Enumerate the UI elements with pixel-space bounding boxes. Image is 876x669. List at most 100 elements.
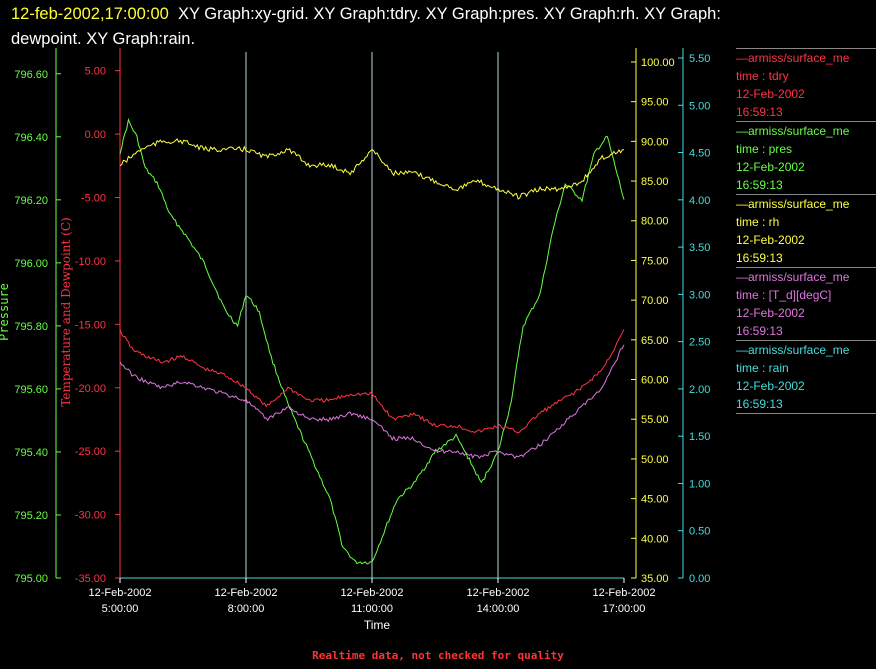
legend-separator xyxy=(736,413,876,414)
legend-separator xyxy=(736,121,876,122)
temperature-tick-label: -25.00 xyxy=(75,446,106,458)
series-line-temperature xyxy=(119,329,625,434)
rain-tick-label: 3.00 xyxy=(689,289,710,301)
legend-source: —armiss/surface_me xyxy=(736,270,850,284)
x-tick-date: 12-Feb-2002 xyxy=(341,587,404,599)
legend-time: 16:59:13 xyxy=(736,105,783,119)
rh-tick-label: 45.00 xyxy=(641,494,669,506)
rain-tick-label: 4.00 xyxy=(689,195,710,207)
pressure-tick-label: 795.00 xyxy=(14,573,48,585)
rh-tick-label: 60.00 xyxy=(641,375,669,387)
pressure-tick-label: 796.40 xyxy=(14,132,48,144)
temperature-tick-label: -15.00 xyxy=(75,319,106,331)
header: 12-feb-2002,17:00:00 XY Graph:xy-grid. X… xyxy=(11,2,871,52)
legend-source: —armiss/surface_me xyxy=(736,197,850,211)
rh-tick-label: 50.00 xyxy=(641,454,669,466)
rain-tick-label: 0.50 xyxy=(689,526,710,538)
rh-tick-label: 65.00 xyxy=(641,335,669,347)
legend-time: 16:59:13 xyxy=(736,324,783,338)
temperature-tick-label: -10.00 xyxy=(75,256,106,268)
rh-tick-label: 80.00 xyxy=(641,216,669,228)
x-axis-label: Time xyxy=(364,618,391,632)
series-line-rh xyxy=(119,138,625,200)
x-tick-time: 14:00:00 xyxy=(477,603,520,615)
legend-date: 12-Feb-2002 xyxy=(736,87,805,101)
legend-date: 12-Feb-2002 xyxy=(736,379,805,393)
rain-tick-label: 2.50 xyxy=(689,337,710,349)
temperature-tick-label: -30.00 xyxy=(75,510,106,522)
legend-date: 12-Feb-2002 xyxy=(736,306,805,320)
legend-time: 16:59:13 xyxy=(736,178,783,192)
x-tick-time: 17:00:00 xyxy=(603,603,646,615)
header-timestamp: 12-feb-2002,17:00:00 xyxy=(11,5,169,23)
pressure-tick-label: 795.60 xyxy=(14,384,48,396)
legend-time: 16:59:13 xyxy=(736,251,783,265)
legend-field: time : rain xyxy=(736,361,789,375)
legend-time: 16:59:13 xyxy=(736,397,783,411)
legend-date: 12-Feb-2002 xyxy=(736,160,805,174)
rain-tick-label: 3.50 xyxy=(689,242,710,254)
x-tick-time: 11:00:00 xyxy=(351,603,393,615)
rh-tick-label: 100.00 xyxy=(641,57,675,69)
footer-note: Realtime data, not checked for quality xyxy=(312,649,564,662)
legend-source: —armiss/surface_me xyxy=(736,51,850,65)
x-tick-date: 12-Feb-2002 xyxy=(467,587,530,599)
temperature-tick-label: 0.00 xyxy=(85,129,106,141)
pressure-axis-label: Pressure xyxy=(0,283,11,341)
legend-field: time : [T_d][degC] xyxy=(736,288,832,302)
rain-tick-label: 5.00 xyxy=(689,100,710,112)
x-tick-time: 5:00:00 xyxy=(102,603,139,615)
rh-tick-label: 85.00 xyxy=(641,176,669,188)
chart-axes: 796.60 796.40 796.20 796.00 795.80 795.60 795.… xyxy=(14,48,710,585)
legend-field: time : pres xyxy=(736,142,793,156)
x-tick-date: 12-Feb-2002 xyxy=(215,587,278,599)
rh-tick-label: 35.00 xyxy=(641,573,669,585)
series-line-pressure xyxy=(119,117,625,565)
x-axis: 12-Feb-2002 5:00:00 12-Feb-2002 8:00:00 12-F… xyxy=(89,578,656,615)
rain-tick-label: 0.00 xyxy=(689,573,710,585)
header-graphs-line1: XY Graph:xy-grid. XY Graph:tdry. XY Grap… xyxy=(177,5,721,23)
temperature-axis-label: Temperature and Dewpoint (C) xyxy=(59,217,73,406)
legend-separator xyxy=(736,340,876,341)
rain-tick-label: 5.50 xyxy=(689,53,710,65)
rain-tick-label: 2.00 xyxy=(689,384,710,396)
rh-tick-label: 70.00 xyxy=(641,295,669,307)
x-tick-date: 12-Feb-2002 xyxy=(593,587,656,599)
pressure-tick-label: 795.80 xyxy=(14,321,48,333)
series-line-temperature xyxy=(119,344,625,459)
legend-source: —armiss/surface_me xyxy=(736,124,850,138)
legend-field: time : tdry xyxy=(736,69,789,83)
pressure-tick-label: 796.00 xyxy=(14,258,48,270)
rain-tick-label: 1.50 xyxy=(689,431,710,443)
legend-date: 12-Feb-2002 xyxy=(736,233,805,247)
temperature-tick-label: -35.00 xyxy=(75,573,106,585)
legend-separator xyxy=(736,48,876,49)
pressure-tick-label: 795.20 xyxy=(14,510,48,522)
rh-tick-label: 95.00 xyxy=(641,97,669,109)
legend-source: —armiss/surface_me xyxy=(736,343,850,357)
rh-tick-label: 90.00 xyxy=(641,136,669,148)
rain-tick-label: 4.50 xyxy=(689,148,710,160)
legend-separator xyxy=(736,267,876,268)
header-graphs-line2: dewpoint. XY Graph:rain. xyxy=(11,30,196,48)
rh-tick-label: 75.00 xyxy=(641,255,669,267)
temperature-tick-label: 5.00 xyxy=(85,66,106,78)
temperature-tick-label: -5.00 xyxy=(81,193,106,205)
rain-tick-label: 1.00 xyxy=(689,478,710,490)
pressure-tick-label: 796.20 xyxy=(14,195,48,207)
x-tick-date: 12-Feb-2002 xyxy=(89,587,152,599)
rh-tick-label: 40.00 xyxy=(641,533,669,545)
pressure-tick-label: 795.40 xyxy=(14,447,48,459)
x-tick-time: 8:00:00 xyxy=(228,603,265,615)
legend: —armiss/surface_me time : tdry 12-Feb-2002… xyxy=(736,48,876,414)
legend-separator xyxy=(736,194,876,195)
rh-tick-label: 55.00 xyxy=(641,414,669,426)
legend-field: time : rh xyxy=(736,215,780,229)
vertical-grid xyxy=(245,52,499,578)
pressure-tick-label: 796.60 xyxy=(14,69,48,81)
